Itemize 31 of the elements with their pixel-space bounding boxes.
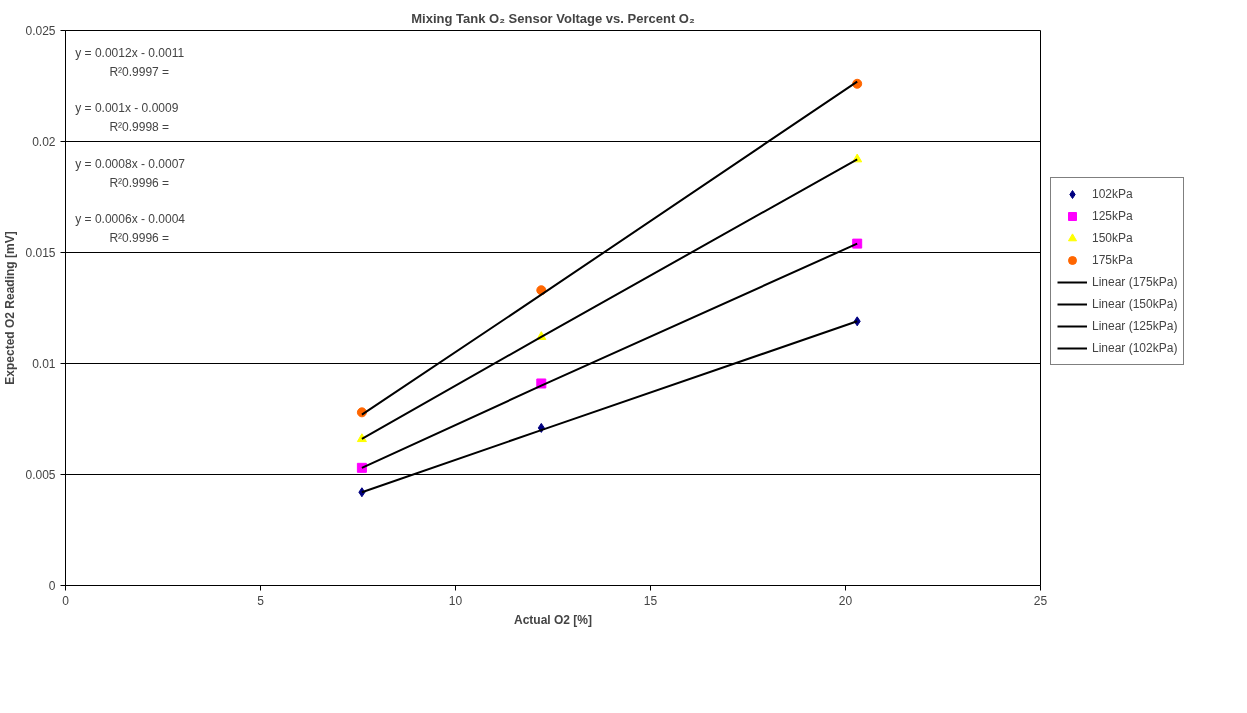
x-tick-label: 5 [257, 593, 265, 608]
legend-label: Linear (102kPa) [1092, 341, 1178, 355]
x-tick-label: 0 [62, 593, 70, 608]
y-tick-label: 0.015 [25, 246, 56, 260]
annotation: R²0.9998 = [109, 120, 170, 135]
chart-title: Mixing Tank O₂ Sensor Voltage vs. Percent O₂ [411, 10, 695, 26]
annotation: R²0.9996 = [109, 175, 170, 190]
y-tick-label: 0.02 [32, 135, 56, 149]
annotation: y = 0.001x - 0.0009 [75, 101, 179, 116]
annotation: R²0.9997 = [109, 64, 170, 79]
y-tick-label: 0.01 [32, 357, 56, 371]
legend-label: 102kPa [1092, 187, 1133, 201]
x-axis-title: Actual O2 [%] [513, 612, 593, 627]
legend-label: Linear (125kPa) [1092, 319, 1178, 333]
y-tick-label: 0.025 [25, 24, 56, 38]
y-tick-label: 0 [48, 579, 56, 593]
legend-label: 150kPa [1092, 231, 1133, 245]
x-tick-label: 10 [448, 593, 463, 608]
legend-label: 175kPa [1092, 253, 1133, 267]
annotation: R²0.9996 = [109, 231, 170, 246]
y-axis-title: Expected O2 Reading [mV] [3, 231, 18, 385]
legend-label: 125kPa [1092, 209, 1133, 223]
annotation: y = 0.0006x - 0.0004 [75, 212, 186, 227]
y-tick-label: 0.005 [25, 468, 56, 482]
x-tick-label: 25 [1033, 593, 1048, 608]
legend-label: Linear (175kPa) [1092, 275, 1178, 289]
annotation: y = 0.0012x - 0.0011 [75, 45, 185, 60]
x-tick-label: 15 [643, 593, 658, 608]
annotation: y = 0.0008x - 0.0007 [75, 156, 186, 171]
legend-label: Linear (150kPa) [1092, 297, 1178, 311]
x-tick-label: 20 [838, 593, 853, 608]
